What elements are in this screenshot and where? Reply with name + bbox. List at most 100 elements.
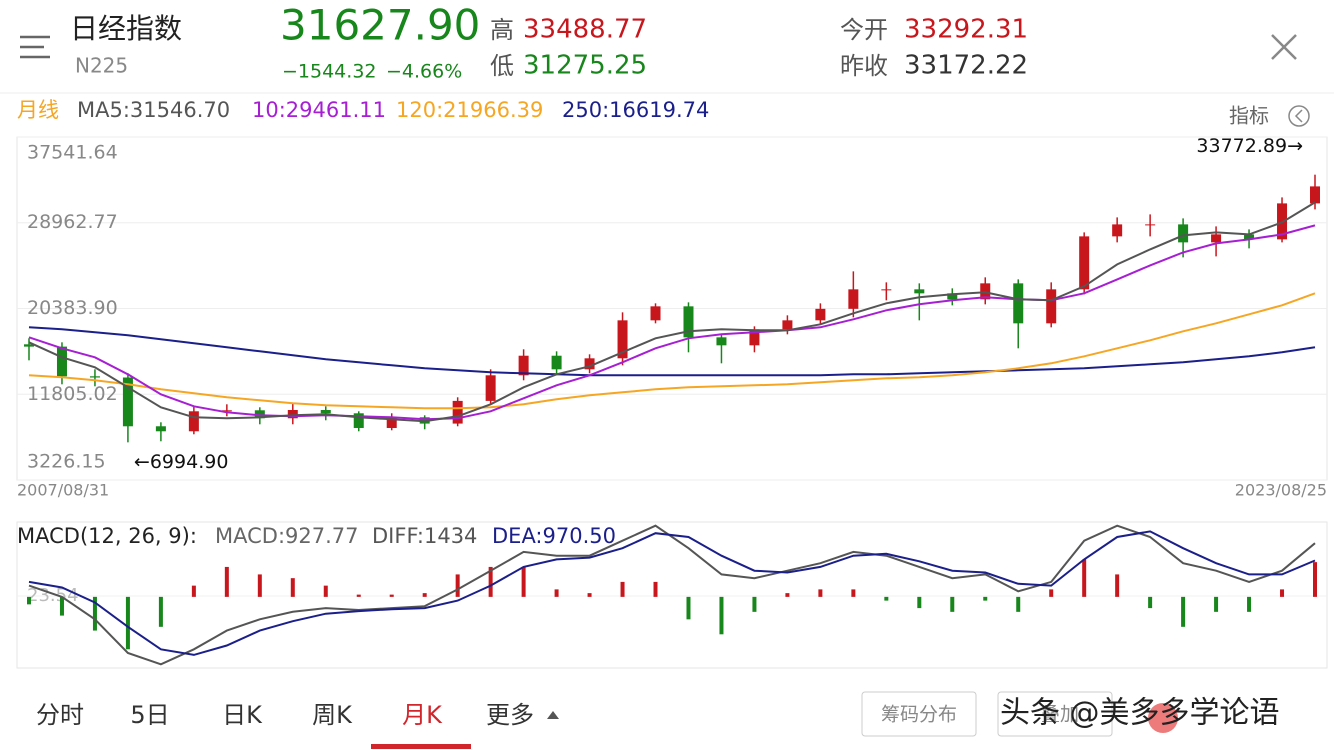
active-tab-underline bbox=[371, 744, 471, 749]
period-tab[interactable]: 日K bbox=[222, 701, 263, 729]
period-label: 月线 bbox=[17, 98, 59, 122]
candle-body bbox=[848, 289, 859, 309]
macd-legend: DIFF:1434 bbox=[372, 524, 477, 548]
period-tab[interactable]: 分时 bbox=[36, 701, 84, 729]
prev-close-label: 昨收 bbox=[840, 52, 888, 80]
macd-bar bbox=[125, 596, 130, 650]
macd-bar bbox=[158, 596, 163, 627]
candle-body bbox=[584, 358, 595, 370]
close-stroke bbox=[1271, 34, 1297, 60]
macd-bar bbox=[1115, 574, 1120, 597]
macd-bar bbox=[719, 596, 724, 635]
indicator-button[interactable]: 指标 bbox=[1229, 104, 1269, 128]
macd-bar bbox=[323, 585, 328, 597]
macd-bar bbox=[1082, 559, 1087, 597]
legend-entry: MA5:31546.70 bbox=[77, 98, 230, 122]
indicator-icon[interactable] bbox=[1288, 105, 1310, 127]
candle-body bbox=[551, 355, 562, 370]
chip-button[interactable] bbox=[861, 691, 977, 737]
candle-body bbox=[782, 320, 793, 330]
macd-bar bbox=[818, 589, 823, 597]
macd-bar bbox=[686, 596, 691, 620]
candle-body bbox=[1244, 234, 1255, 240]
y-tick-label: 28962.77 bbox=[27, 211, 118, 233]
macd-bar bbox=[851, 589, 856, 597]
max-annotation: 33772.89→ bbox=[1196, 135, 1303, 157]
candle-body bbox=[1145, 224, 1156, 226]
macd-title: MACD(12, 26, 9): bbox=[17, 524, 197, 548]
candle-body bbox=[518, 355, 529, 376]
period-tab[interactable]: 月K bbox=[402, 701, 443, 729]
y-tick-label: 11805.02 bbox=[27, 383, 118, 405]
legend-entry: 120:21966.39 bbox=[396, 98, 543, 122]
candle-body bbox=[1178, 224, 1189, 243]
prev-close-value: 33172.22 bbox=[904, 51, 1028, 81]
candle-body bbox=[485, 375, 496, 401]
macd-bar bbox=[1214, 596, 1219, 612]
candle-body bbox=[1211, 234, 1222, 243]
macd-bar bbox=[1148, 596, 1153, 609]
macd-bar bbox=[488, 566, 493, 597]
candle-body bbox=[155, 426, 166, 432]
index-name: 日经指数 bbox=[70, 12, 182, 45]
high-label: 高 bbox=[490, 16, 514, 44]
candle-body bbox=[287, 409, 298, 419]
candle-body bbox=[386, 417, 397, 428]
legend-entry: 250:16619.74 bbox=[562, 98, 709, 122]
period-tab[interactable]: 5日 bbox=[130, 701, 169, 729]
macd-bar bbox=[27, 596, 31, 605]
watermark: 头条 @美多多学论语 bbox=[1000, 696, 1280, 731]
candle-body bbox=[56, 346, 67, 377]
macd-bar bbox=[554, 589, 559, 597]
period-tab[interactable]: 更多 bbox=[486, 701, 534, 729]
macd-bar bbox=[356, 594, 361, 597]
overlay-button-label: 叠加 bbox=[1041, 704, 1079, 726]
candle-body bbox=[947, 293, 958, 300]
macd-bar bbox=[752, 596, 757, 612]
candle-body bbox=[353, 413, 364, 428]
min-annotation: ←6994.90 bbox=[134, 451, 229, 473]
candle-body bbox=[650, 306, 661, 321]
macd-bar bbox=[1181, 596, 1186, 627]
last-price: 31627.90 bbox=[280, 1, 480, 50]
overlay-button[interactable] bbox=[997, 691, 1113, 737]
period-tab[interactable]: 周K bbox=[312, 701, 353, 729]
candle-body bbox=[122, 377, 133, 427]
low-label: 低 bbox=[490, 52, 514, 80]
ma-line bbox=[28, 201, 1316, 423]
macd-bar bbox=[620, 581, 625, 597]
candle-body bbox=[320, 409, 331, 414]
candle-body bbox=[881, 289, 892, 291]
more-caret bbox=[547, 711, 559, 719]
macd-bar bbox=[917, 596, 922, 609]
candle-body bbox=[24, 344, 34, 347]
macd-bar bbox=[224, 566, 229, 597]
candle-body bbox=[716, 337, 727, 346]
macd-bar bbox=[389, 594, 394, 597]
close-button[interactable] bbox=[1271, 34, 1297, 60]
candle-body bbox=[254, 410, 265, 419]
y-tick-label: 20383.90 bbox=[27, 297, 118, 319]
macd-bar bbox=[884, 596, 889, 601]
macd-bar bbox=[587, 593, 592, 597]
candle-body bbox=[1046, 289, 1057, 324]
candle-body bbox=[188, 411, 199, 432]
price-change-pct: −4.66% bbox=[386, 61, 462, 83]
open-value: 33292.31 bbox=[904, 15, 1028, 45]
macd-bar bbox=[1016, 596, 1021, 612]
icon-circle bbox=[1288, 105, 1310, 127]
macd-panel bbox=[16, 521, 1328, 669]
macd-bar bbox=[422, 593, 427, 597]
macd-bar bbox=[1280, 589, 1285, 597]
macd-bar bbox=[1313, 562, 1317, 597]
ma-line bbox=[28, 326, 1316, 377]
macd-bar bbox=[191, 585, 196, 597]
menu-icon[interactable] bbox=[20, 35, 50, 59]
candle-body bbox=[221, 410, 232, 412]
macd-bar bbox=[653, 581, 658, 597]
high-value: 33488.77 bbox=[523, 15, 647, 45]
index-code: N225 bbox=[75, 54, 128, 78]
watermark-dot bbox=[1148, 703, 1178, 733]
candle-body bbox=[815, 308, 826, 321]
